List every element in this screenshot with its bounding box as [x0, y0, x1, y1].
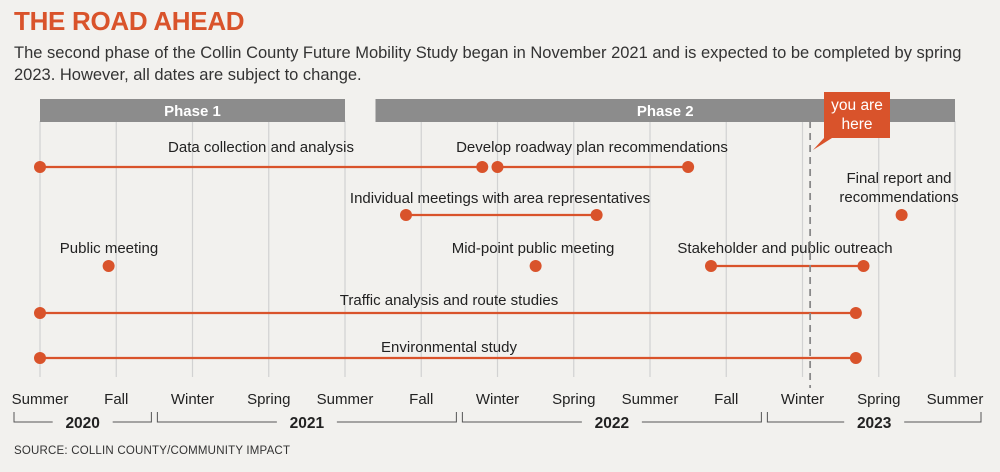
you-are-here-label-line1: you are [831, 97, 883, 114]
year-bracket-left [13, 412, 53, 423]
tick-label-winter: Winter [171, 391, 214, 408]
tick-label-fall: Fall [714, 391, 738, 408]
activity-label-data-collection-and-analysis: Data collection and analysis [168, 139, 354, 156]
activities: Data collection and analysis Develop road… [34, 139, 959, 364]
year-label-2021: 2021 [290, 415, 325, 432]
chart-title: THE ROAD AHEAD [14, 6, 245, 36]
year-label-2022: 2022 [595, 415, 629, 432]
tick-label-winter: Winter [781, 391, 824, 408]
source-note: SOURCE: COLLIN COUNTY/COMMUNITY IMPACT [14, 445, 291, 457]
activity-label-final-report-and-recommendations-line2: recommendations [839, 189, 958, 206]
tick-label-spring: Spring [552, 391, 595, 408]
phase-label-1: Phase 1 [164, 103, 221, 120]
tick-label-spring: Spring [857, 391, 900, 408]
tick-label-summer: Summer [12, 391, 69, 408]
activity-end-dot [857, 260, 870, 272]
activity-label-traffic-analysis-and-route-studies: Traffic analysis and route studies [340, 292, 558, 309]
activity-start-dot [34, 161, 46, 173]
tick-label-summer: Summer [317, 391, 374, 408]
phase-bar-1 [40, 99, 345, 122]
activity-start-dot [400, 209, 412, 221]
year-bracket-right [641, 412, 762, 423]
tick-label-spring: Spring [247, 391, 290, 408]
phase-bars: Phase 1 Phase 2 [40, 99, 955, 122]
chart-description: The second phase of the Collin County Fu… [14, 44, 962, 84]
year-label-2023: 2023 [857, 415, 892, 432]
current-position-marker: you are here [809, 92, 890, 388]
activity-end-dot [476, 161, 489, 173]
year-bracket-left [766, 412, 845, 423]
activity-label-develop-roadway-plan-recommendations: Develop roadway plan recommendations [456, 139, 728, 156]
tick-label-winter: Winter [476, 391, 519, 408]
year-bracket-right [112, 412, 152, 423]
year-bracket-right [904, 412, 982, 423]
activity-dot-final-report-and-recommendations [895, 209, 908, 221]
activity-end-dot [849, 307, 862, 319]
activity-end-dot [849, 352, 862, 364]
year-bracket-left [461, 412, 582, 423]
activity-start-dot [491, 161, 504, 173]
activity-end-dot [590, 209, 603, 221]
activity-label-final-report-and-recommendations-line1: Final report and [846, 170, 951, 187]
tick-label-fall: Fall [409, 391, 433, 408]
activity-dot-mid-point-public-meeting [529, 260, 542, 272]
activity-label-mid-point-public-meeting: Mid-point public meeting [452, 240, 615, 257]
time-axis: Summer Fall Winter Spring Summer Fall Winter Sp… [12, 391, 984, 432]
you-are-here-callout [813, 92, 890, 150]
year-label-2020: 2020 [65, 415, 99, 432]
activity-start-dot [34, 307, 46, 319]
phase-label-2: Phase 2 [637, 103, 694, 120]
year-bracket-left [156, 412, 277, 423]
year-bracket-right [336, 412, 457, 423]
tick-label-summer: Summer [622, 391, 679, 408]
activity-label-individual-meetings-with-area-representatives: Individual meetings with area representa… [350, 190, 650, 207]
activity-dot-public-meeting [102, 260, 115, 272]
activity-label-stakeholder-and-public-outreach: Stakeholder and public outreach [677, 240, 892, 257]
activity-start-dot [705, 260, 717, 272]
phase-bar-2 [375, 99, 955, 122]
activity-label-environmental-study: Environmental study [381, 339, 517, 356]
activity-label-public-meeting: Public meeting [60, 240, 158, 257]
you-are-here-label-line2: here [841, 116, 872, 133]
tick-label-fall: Fall [104, 391, 128, 408]
activity-start-dot [34, 352, 46, 364]
tick-label-summer: Summer [927, 391, 984, 408]
activity-end-dot [682, 161, 695, 173]
